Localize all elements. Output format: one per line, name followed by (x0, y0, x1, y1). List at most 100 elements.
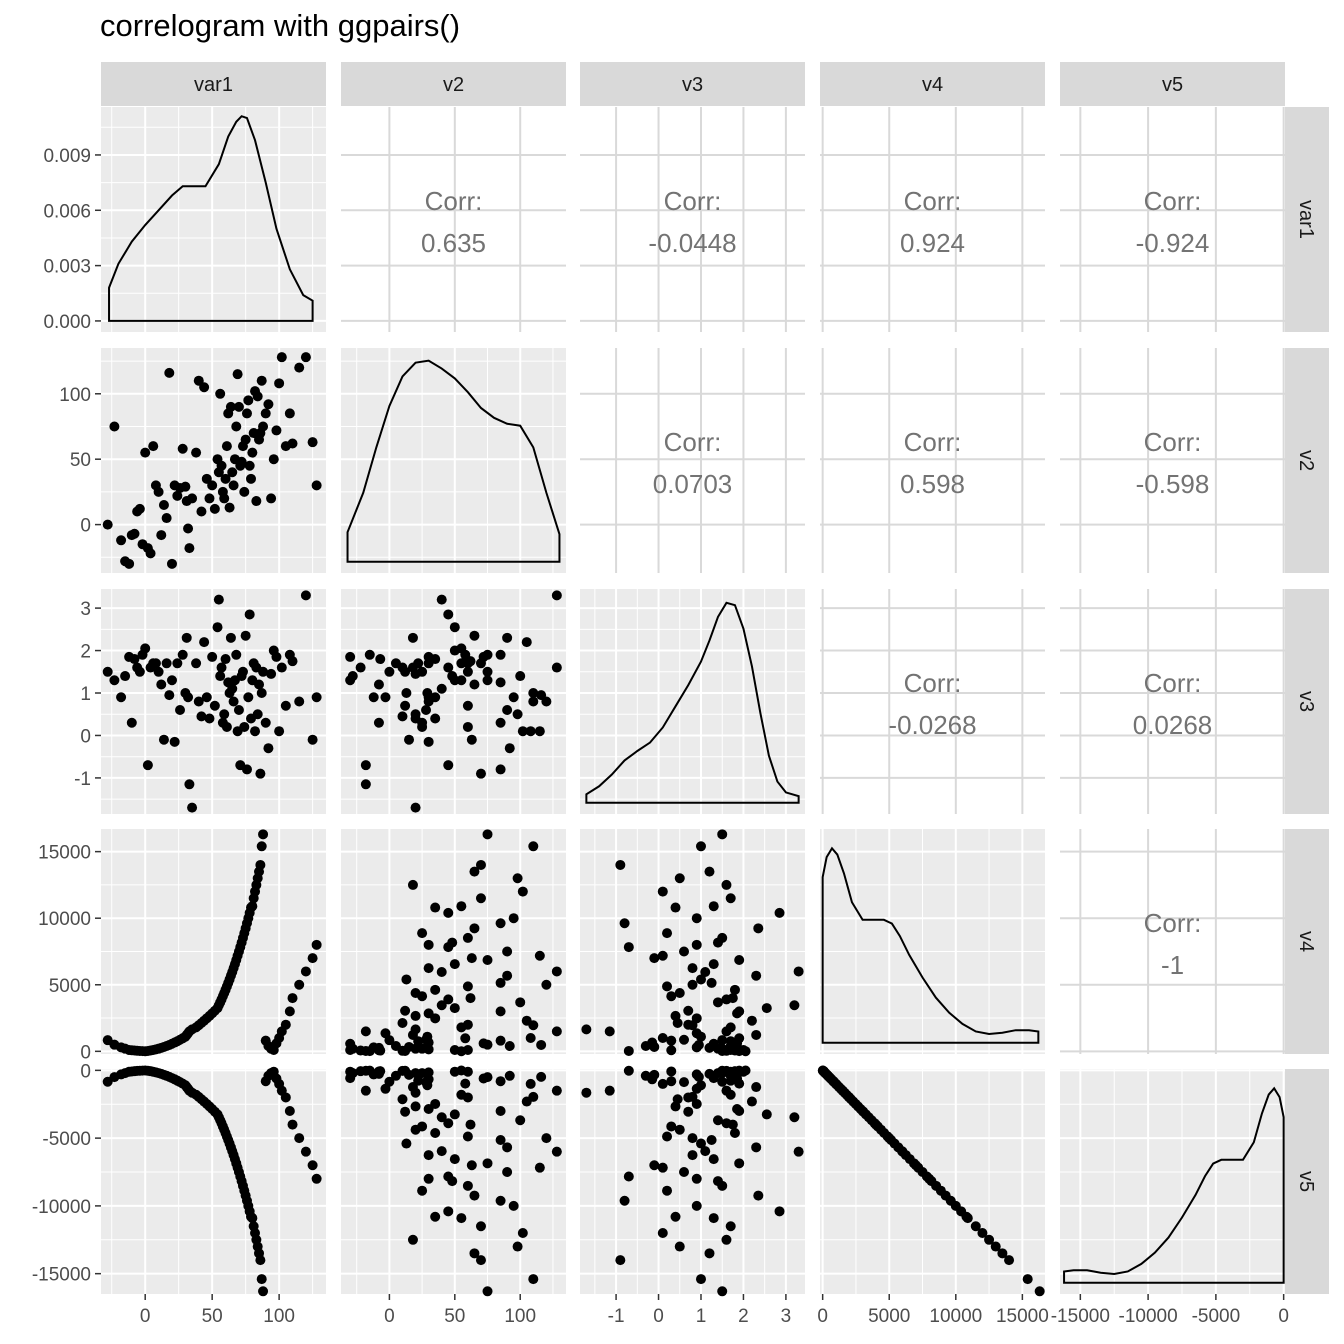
data-point (449, 1154, 460, 1165)
data-point (400, 1106, 411, 1117)
strip-right-var1 (1285, 107, 1329, 332)
data-point (679, 1167, 690, 1178)
x-tick-label: 0 (140, 1306, 151, 1327)
data-point (456, 675, 467, 686)
data-point (199, 382, 210, 393)
data-point (666, 1035, 677, 1046)
data-point (924, 1173, 935, 1184)
corr-value: -0.598 (1136, 469, 1210, 499)
data-point (221, 441, 232, 452)
data-point (255, 768, 266, 779)
data-point (443, 907, 454, 918)
data-point (725, 893, 736, 904)
data-point (495, 1106, 506, 1117)
data-point (691, 1173, 702, 1184)
data-point (221, 721, 232, 732)
data-point (534, 950, 545, 961)
data-point (436, 594, 447, 605)
data-point (551, 1146, 562, 1157)
data-point (380, 1083, 391, 1094)
data-point (528, 688, 539, 699)
data-point (207, 480, 218, 491)
data-point (475, 893, 486, 904)
data-point (421, 704, 432, 715)
data-point (364, 649, 375, 660)
data-point (410, 1087, 421, 1098)
data-point (355, 1045, 366, 1056)
y-tick-label: 5000 (49, 976, 91, 997)
panel-v2-v3: Corr: 0.0703 (580, 348, 805, 573)
x-tick-label: -5000 (1192, 1306, 1241, 1327)
panel-background (101, 107, 326, 332)
data-point (183, 523, 194, 534)
data-point (466, 953, 477, 964)
y-tick-label: -10000 (32, 1197, 91, 1218)
data-point (508, 692, 519, 703)
data-point (258, 829, 269, 840)
data-point (695, 1274, 706, 1285)
data-point (717, 1035, 728, 1046)
data-point (280, 1019, 291, 1030)
data-point (417, 928, 428, 939)
data-point (397, 1017, 408, 1028)
data-point (447, 1176, 458, 1187)
data-point (390, 1070, 401, 1081)
data-point (738, 1066, 749, 1077)
panel-v3-v2 (341, 589, 566, 814)
data-point (462, 666, 473, 677)
data-point (837, 1085, 848, 1096)
data-point (241, 764, 252, 775)
corr-label: Corr: (1144, 186, 1202, 216)
data-point (311, 939, 322, 950)
data-point (239, 486, 250, 497)
panel-v3-v5: Corr: 0.0268 (1060, 589, 1285, 814)
corr-value: 0.0703 (653, 469, 733, 499)
data-point (284, 1006, 295, 1017)
data-point (430, 984, 441, 995)
data-point (462, 1066, 473, 1077)
data-point (443, 1118, 454, 1129)
data-point (475, 1221, 486, 1232)
data-point (753, 923, 764, 934)
data-point (502, 970, 513, 981)
data-point (204, 713, 215, 724)
data-point (708, 1213, 719, 1224)
data-point (581, 1024, 592, 1035)
data-point (721, 1234, 732, 1245)
data-point (228, 480, 239, 491)
data-point (268, 454, 279, 465)
x-tick-label: 0 (384, 1306, 395, 1327)
data-point (120, 671, 131, 682)
data-point (280, 700, 291, 711)
panel-v4-v2 (341, 829, 566, 1057)
data-point (244, 460, 255, 471)
data-point (220, 473, 231, 484)
data-point (247, 447, 258, 458)
panel-v3-var1 (101, 589, 326, 814)
data-point (884, 1133, 895, 1144)
data-point (462, 1092, 473, 1103)
data-point (761, 1109, 772, 1120)
data-point (184, 779, 195, 790)
data-point (410, 1101, 421, 1112)
data-point (466, 1160, 477, 1171)
y-tick-label: -5000 (42, 1129, 91, 1150)
y-tick-label: 2 (80, 642, 91, 663)
data-point (169, 736, 180, 747)
data-point (525, 1033, 536, 1044)
data-point (997, 1248, 1008, 1259)
data-point (417, 1185, 428, 1196)
data-point (150, 658, 161, 669)
data-point (517, 886, 528, 897)
data-point (449, 1066, 460, 1077)
data-point (482, 675, 493, 686)
data-point (844, 1092, 855, 1103)
data-point (623, 942, 634, 953)
data-point (462, 1019, 473, 1030)
data-point (706, 1135, 717, 1146)
data-point (536, 1071, 547, 1082)
panel-background (101, 1069, 326, 1294)
data-point (233, 401, 244, 412)
data-point (201, 692, 212, 703)
